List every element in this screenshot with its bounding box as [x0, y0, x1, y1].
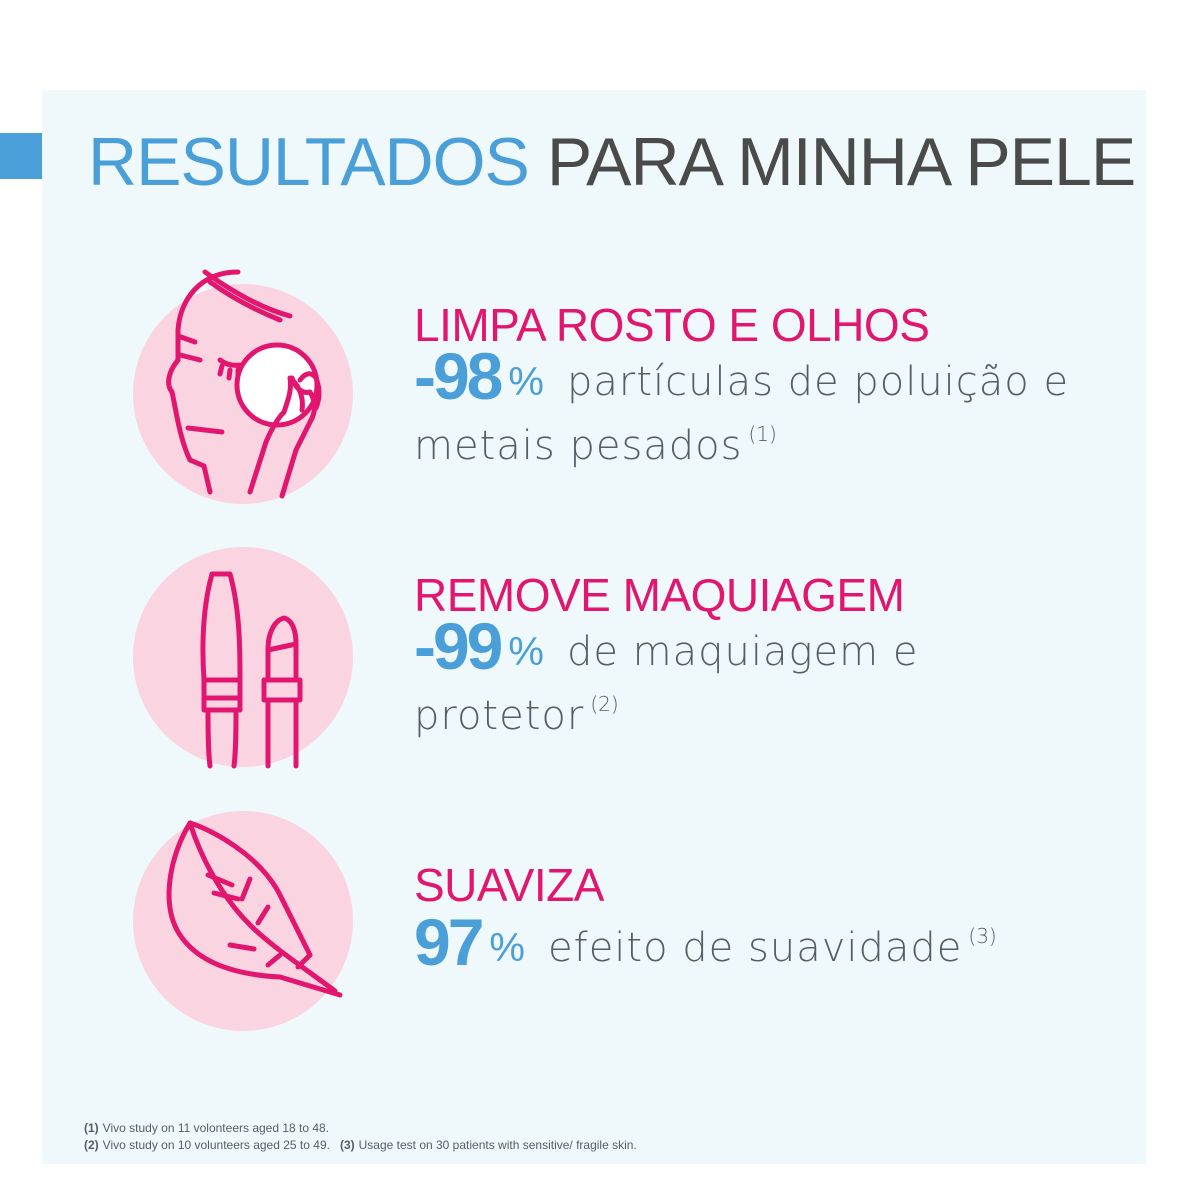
- stat-line-2: metais pesados (1): [414, 408, 1069, 472]
- feature-title: LIMPA ROSTO E OLHOS: [414, 299, 930, 351]
- footnote-ref: (2): [590, 692, 619, 716]
- feature-text: SUAVIZA 97% efeito de suavidade (3): [414, 859, 997, 975]
- stat-description: partículas de poluição e: [566, 359, 1070, 405]
- stat-value: -98: [414, 339, 503, 413]
- title-rest: PARA MINHA PELE: [546, 124, 1136, 200]
- feather-icon: [166, 820, 343, 998]
- feature-title: REMOVE MAQUIAGEM: [414, 569, 905, 621]
- stat-value: -99: [414, 609, 503, 683]
- feature-text: REMOVE MAQUIAGEM -99% de maquiagem e prot…: [414, 570, 918, 742]
- stat-description: de maquiagem e: [566, 629, 919, 675]
- feature-title: SUAVIZA: [414, 859, 604, 911]
- footnote-text: Vivo study on 11 volonteers aged 18 to 4…: [102, 1121, 330, 1135]
- title-highlight: RESULTADOS: [88, 124, 530, 200]
- stat-description-cont: metais pesados: [414, 423, 743, 469]
- accent-bar: [0, 133, 42, 179]
- icon-circle: [133, 547, 353, 767]
- footnote-1: (1) Vivo study on 11 volonteers aged 18 t…: [84, 1120, 637, 1137]
- footnote-label: (1): [84, 1121, 99, 1135]
- makeup-icon: [200, 571, 303, 769]
- stat-value: 97: [414, 905, 484, 979]
- stat-unit: %: [508, 360, 545, 404]
- face-cleansing-icon: [166, 269, 322, 499]
- footnote-text: Usage test on 30 patients with sensitive…: [358, 1138, 637, 1152]
- stat-description: efeito de suavidade: [548, 925, 963, 971]
- stat-line: -99% de maquiagem e: [414, 613, 919, 679]
- stat-unit: %: [489, 926, 526, 970]
- footnote-text: Vivo study on 10 volunteers aged 25 to 4…: [102, 1138, 330, 1152]
- footnote-ref: (3): [968, 924, 997, 948]
- stat-description-cont: protetor: [414, 693, 585, 739]
- footnote-label: (3): [339, 1138, 355, 1152]
- footnote-ref: (1): [748, 422, 777, 446]
- footnotes: (1) Vivo study on 11 volonteers aged 18 t…: [84, 1120, 637, 1154]
- stat-line: -98% partículas de poluição e: [414, 343, 1070, 409]
- footnote-label: (2): [84, 1138, 99, 1152]
- stat-unit: %: [508, 630, 545, 674]
- page-title: RESULTADOS PARA MINHA PELE: [88, 122, 1136, 202]
- stat-line: 97% efeito de suavidade (3): [414, 909, 997, 975]
- stat-line-2: protetor (2): [414, 678, 918, 742]
- footnote-2-3: (2) Vivo study on 10 volunteers aged 25 t…: [84, 1137, 637, 1154]
- feature-text: LIMPA ROSTO E OLHOS -98% partículas de po…: [414, 300, 1069, 472]
